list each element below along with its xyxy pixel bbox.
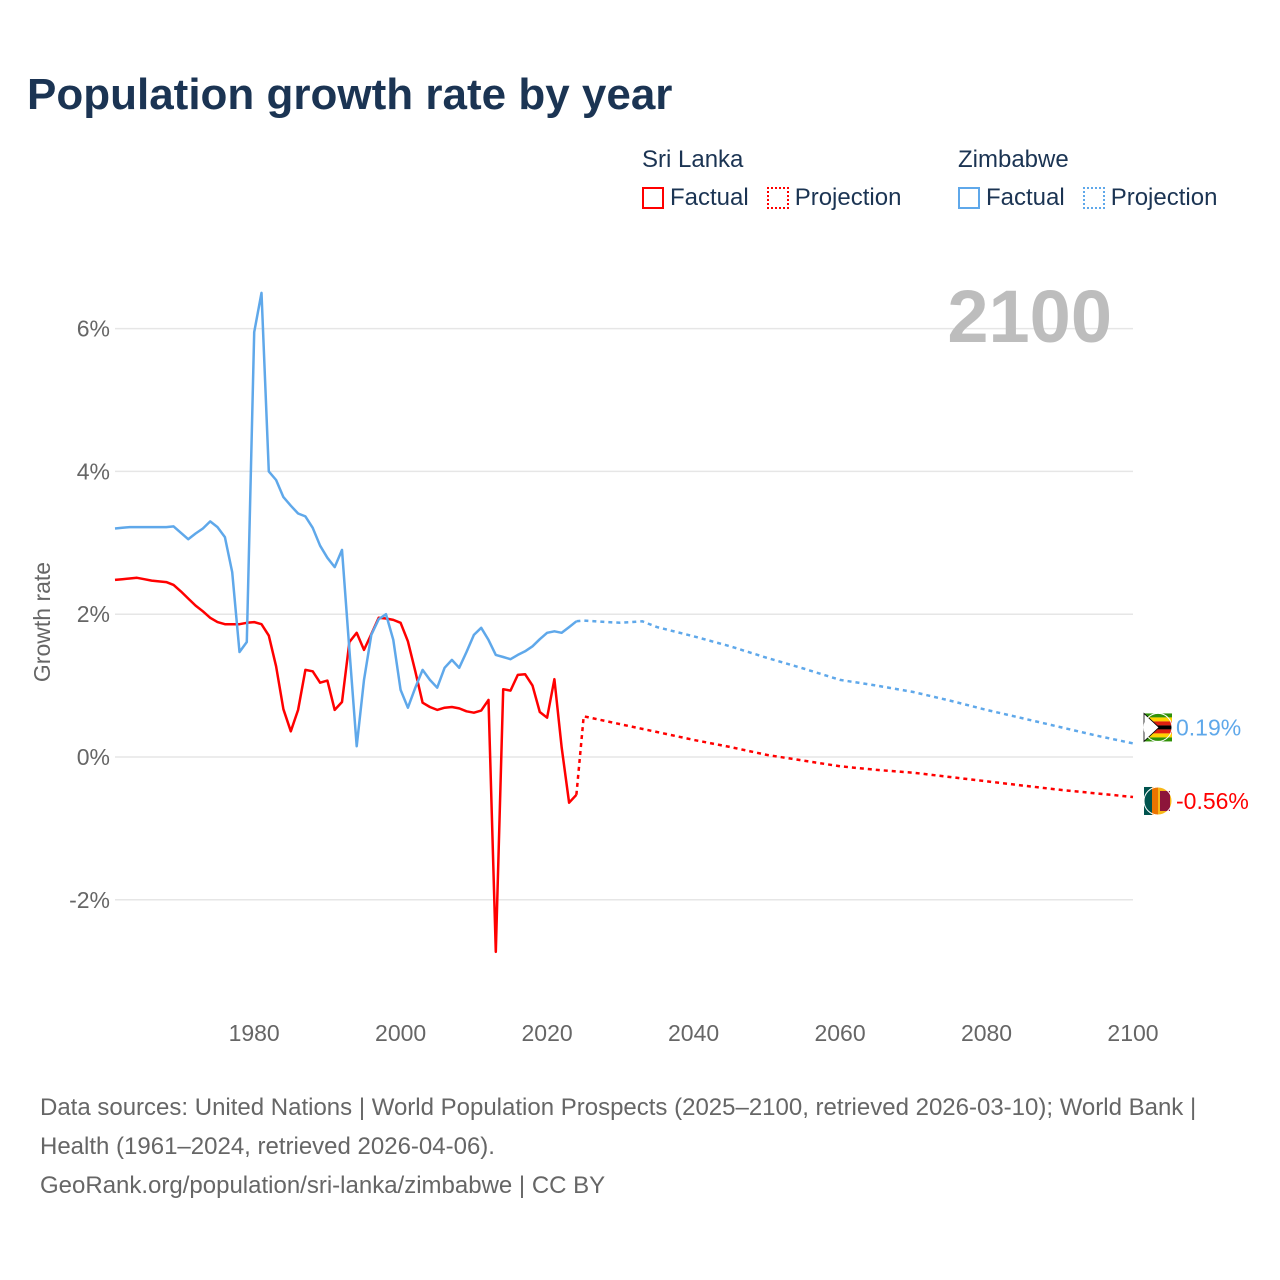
legend-swatch-dotted [1082, 187, 1105, 209]
y-tick-label: 0% [77, 744, 110, 770]
legend-country-label: Sri Lanka [642, 146, 744, 173]
legend-group-zimbabwe: Zimbabwe Factual Projection [958, 146, 1227, 212]
flag-stripe [1144, 717, 1172, 722]
legend-item-zimbabwe-projection[interactable]: Projection [1082, 184, 1218, 212]
legend-swatch-solid [642, 187, 664, 209]
flag-stripe [1144, 737, 1172, 742]
credit-link[interactable]: GeoRank.org/population/sri-lanka/zimbabw… [40, 1172, 606, 1199]
flag-stripe [1144, 713, 1172, 718]
zimbabwe-end-value-label: 0.19% [1176, 714, 1241, 740]
footer: Data sources: United Nations | World Pop… [40, 1088, 1240, 1205]
flag-stripe-green [1144, 786, 1152, 815]
legend-label: Factual [670, 184, 749, 211]
data-sources: Data sources: United Nations | World Pop… [40, 1094, 1197, 1160]
x-tick-label: 2060 [814, 1020, 865, 1046]
x-tick-label: 2040 [668, 1020, 719, 1046]
zimbabwe-projection-line [576, 619, 1134, 745]
sri-lanka-end-value-label: -0.56% [1176, 788, 1249, 814]
y-tick-label: 2% [77, 601, 110, 627]
legend-label: Factual [986, 184, 1065, 211]
flag-stripe [1144, 729, 1172, 734]
line-chart: 6%4%2%0%-2%1980 2000 2020 2040 2060 2080 2100 … [29, 275, 1249, 1046]
flag-stripe [1144, 733, 1172, 738]
x-tick-label: 1980 [229, 1020, 280, 1046]
flag-outline [1143, 786, 1173, 816]
x-tick-label: 2100 [1107, 1020, 1158, 1046]
legend-label: Projection [794, 184, 902, 211]
legend-label: Projection [1110, 184, 1218, 211]
x-tick-label: 2000 [375, 1020, 426, 1046]
legend-item-sri-lanka-projection[interactable]: Projection [766, 184, 902, 212]
legend-swatch-dotted [766, 187, 789, 209]
zimbabwe-flag-icon [1143, 712, 1173, 743]
y-tick-label: 6% [77, 316, 110, 342]
chart-title: Population growth rate by year [27, 70, 673, 119]
y-tick-label: 4% [77, 458, 110, 484]
flag-outline [1143, 712, 1173, 742]
flag-stripe-orange [1152, 786, 1158, 815]
y-tick-label: -2% [69, 887, 110, 913]
zimbabwe-factual-line [114, 291, 578, 748]
year-watermark: 2100 [947, 275, 1112, 358]
sri-lanka-factual-line [114, 576, 578, 954]
y-axis-label: Growth rate [29, 562, 55, 682]
legend-item-sri-lanka-factual[interactable]: Factual [642, 184, 749, 212]
legend-group-sri-lanka: Sri Lanka Factual Projection [642, 146, 911, 212]
x-tick-label: 2080 [961, 1020, 1012, 1046]
legend-country-label: Zimbabwe [958, 146, 1069, 173]
legend-item-zimbabwe-factual[interactable]: Factual [958, 184, 1065, 212]
legend-swatch-solid [958, 187, 980, 209]
flag-stripe [1144, 721, 1172, 726]
sri-lanka-flag-icon [1143, 786, 1173, 816]
x-tick-label: 2020 [522, 1020, 573, 1046]
sri-lanka-projection-line [575, 714, 1134, 799]
flag-field-maroon [1160, 790, 1170, 811]
